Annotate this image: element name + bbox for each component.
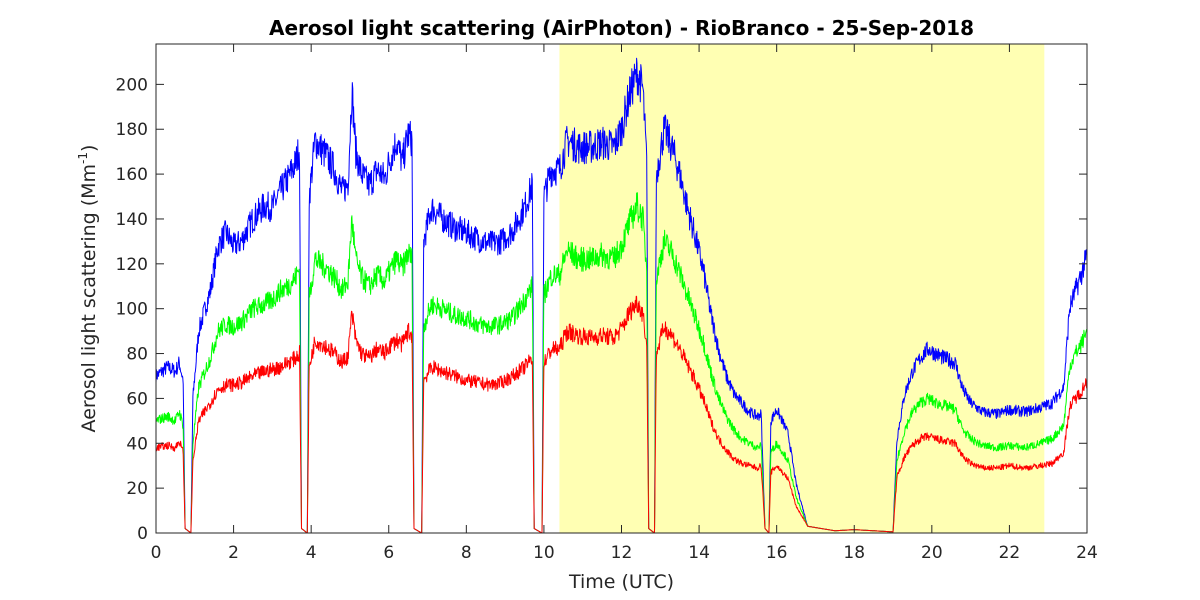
y-axis-label: Aerosol light scattering (Mm-1) [76,145,100,433]
x-tick-label: 20 [921,543,943,563]
y-tick-label: 80 [126,345,148,365]
y-tick-label: 100 [116,300,148,320]
y-axis: 0 20 40 60 80 100 120 140 160 180 200 [116,75,1087,544]
chart-title: Aerosol light scattering (AirPhoton) - R… [269,16,974,40]
y-axis-label-superscript: -1 [76,152,90,164]
y-axis-label-close: ) [78,145,100,152]
x-tick-label: 2 [228,543,239,563]
x-tick-label: 22 [999,543,1021,563]
series-line-1 [155,57,1088,534]
x-tick-label: 0 [151,543,162,563]
y-tick-label: 200 [116,75,148,95]
x-tick-label: 10 [533,543,555,563]
y-tick-label: 60 [126,389,148,409]
y-axis-label-main: Aerosol light scattering (Mm [78,164,100,433]
y-tick-label: 160 [116,165,148,185]
x-tick-label: 12 [611,543,633,563]
x-axis-label: Time (UTC) [568,571,674,593]
y-tick-label: 180 [116,120,148,140]
y-tick-label: 20 [126,479,148,499]
y-tick-label: 0 [137,524,148,544]
y-tick-label: 120 [116,255,148,275]
series-layer [155,57,1088,534]
series-line-3 [155,295,1088,534]
x-tick-label: 14 [688,543,710,563]
x-axis: 0 2 4 6 8 10 12 14 16 18 20 22 24 [151,44,1098,563]
highlight-band [559,44,1045,533]
x-tick-label: 6 [383,543,394,563]
y-tick-label: 40 [126,434,148,454]
x-tick-label: 24 [1076,543,1098,563]
y-tick-label: 140 [116,210,148,230]
x-tick-label: 18 [843,543,865,563]
series-line-2 [155,192,1088,534]
x-tick-label: 4 [306,543,317,563]
x-tick-label: 16 [766,543,788,563]
x-tick-label: 8 [461,543,472,563]
